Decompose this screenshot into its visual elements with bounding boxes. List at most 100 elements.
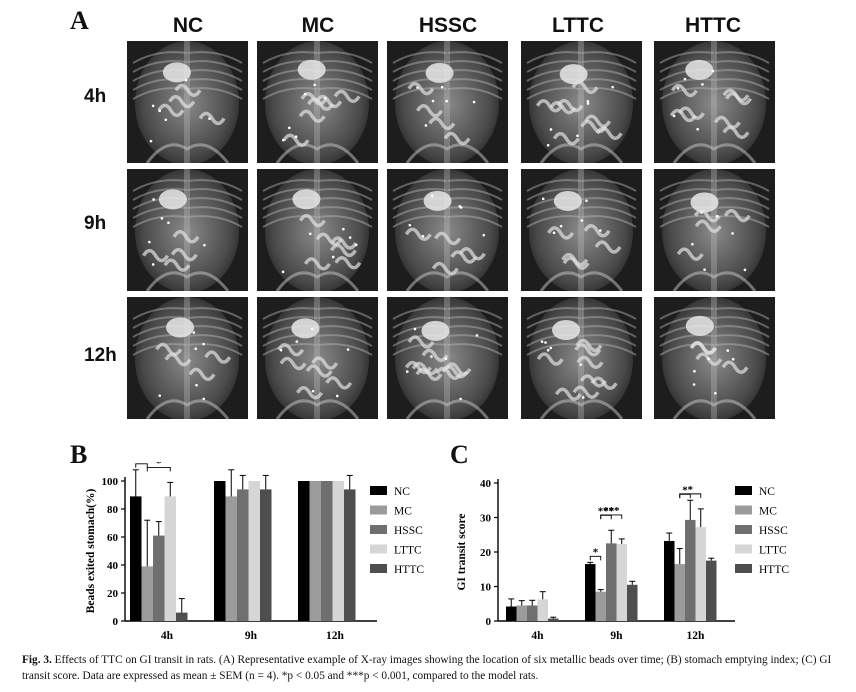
chart-c-legend-swatch-mc [735,505,752,515]
column-label-nc: NC [172,14,204,37]
xray-image-nc-12h [127,297,248,419]
chart-c-y-axis-label: GI transit score [456,513,468,590]
chart-b-significance-label: * [156,462,162,469]
chart-c-bar-nc-12h [664,540,675,621]
chart-b-y-tick-label: 40 [107,560,119,572]
chart-c-bar-nc-4h [506,606,517,621]
column-label-hssc: HSSC [418,14,478,37]
chart-b-legend-label-httc: HTTC [394,564,424,576]
chart-c-significance-label: * [593,546,599,558]
chart-b-bar-hssc-12h [321,481,333,621]
chart-c-bar-nc-9h [585,564,596,621]
chart-b-y-tick-label: 0 [113,616,119,628]
chart-b-category-label-12h: 12h [326,630,345,642]
chart-b-legend-swatch-nc [370,486,387,495]
chart-c-legend-label-lttc: LTTC [759,545,787,557]
xray-image-hssc-4h [387,41,508,163]
chart-b-legend-label-mc: MC [394,506,412,518]
chart-c-significance-label: * [688,484,694,496]
chart-c-significance-bracket [589,555,602,561]
chart-b-significance-bracket [135,463,148,468]
chart-b-bar-mc-9h [225,496,237,621]
xray-image-mc-9h [257,169,378,291]
chart-b-category-label-9h: 9h [245,630,258,642]
chart-c-bar-httc-4h [548,618,559,621]
chart-c-bar-mc-12h [674,564,685,621]
chart-b-bar-httc-4h [176,612,188,621]
chart-c-significance-label: * [682,484,688,496]
chart-c-bar-hssc-4h [527,605,538,621]
chart-b-legend-swatch-hssc [370,525,387,534]
chart-c-y-tick-label: 20 [480,547,492,559]
chart-b-legend-label-hssc: HSSC [394,525,423,537]
chart-b-legend-swatch-mc [370,505,387,515]
chart-c-bar-httc-9h [627,584,638,621]
chart-b-significance-label: * [139,462,145,466]
chart-c-y-tick-label: 30 [480,513,492,525]
chart-b-bar-httc-9h [260,489,272,621]
chart-c-significance-label: *** [603,505,620,517]
row-label-12h: 12h [84,345,117,366]
chart-c-bar-lttc-4h [537,599,548,621]
chart-c-legend-swatch-hssc [735,525,752,534]
chart-c-bar-hssc-9h [606,543,617,621]
chart-b-legend-label-nc: NC [394,486,410,498]
chart-c-category-label-12h: 12h [687,630,706,642]
chart-c-bar-mc-4h [516,605,527,621]
chart-b-stomach-emptying: 0 20 40 60 80 100 Beads exited stomach(%) 4h 9h 1… [85,462,424,642]
chart-b-y-axis-label: Beads exited stomach(%) [85,489,97,614]
caption-label: Fig. 3. [22,654,52,666]
chart-b-category-label-4h: 4h [161,630,174,642]
chart-b-bar-httc-12h [344,489,356,621]
panel-c-letter: C [450,440,469,469]
chart-c-category-label-9h: 9h [610,630,623,642]
chart-c-category-label-4h: 4h [531,630,544,642]
chart-c-y-tick-label: 0 [486,616,492,628]
xray-image-hssc-9h [387,169,508,291]
chart-b-bar-mc-4h [141,566,153,621]
chart-b-bar-hssc-9h [237,489,249,621]
chart-c-bar-hssc-12h [685,519,696,621]
xray-image-hssc-12h [387,297,508,419]
xray-image-httc-9h [654,169,775,291]
chart-b-bar-lttc-12h [332,481,344,621]
chart-b-y-tick-label: 60 [107,532,119,544]
chart-b-y-tick-label: 100 [102,476,119,488]
chart-b-bar-nc-9h [214,481,226,621]
xray-image-nc-9h [127,169,248,291]
figure-caption: Fig. 3. Effects of TTC on GI transit in … [22,652,842,684]
xray-image-lttc-4h [521,41,642,163]
column-label-mc: MC [301,14,335,37]
chart-b-y-tick-label: 80 [107,504,119,516]
chart-c-legend-label-mc: MC [759,506,777,518]
chart-c-y-tick-label: 10 [480,582,492,594]
chart-c-legend-label-httc: HTTC [759,564,789,576]
chart-c-legend-swatch-httc [735,564,752,573]
chart-b-bar-lttc-4h [164,496,176,621]
chart-b-y-tick-label: 20 [107,588,119,600]
caption-text: Effects of TTC on GI transit in rats. (A… [22,654,832,682]
chart-c-legend-swatch-lttc [735,544,752,554]
chart-c-bar-httc-12h [706,560,717,621]
chart-b-legend-swatch-httc [370,564,387,573]
chart-b-bar-hssc-4h [153,535,165,621]
chart-c-significance-bracket [679,493,702,498]
column-label-lttc: LTTC [551,14,605,37]
xray-image-mc-4h [257,41,378,163]
chart-b-bar-mc-12h [309,481,321,621]
chart-b-bar-lttc-9h [248,481,260,621]
chart-c-legend-label-hssc: HSSC [759,525,788,537]
chart-c-bar-mc-9h [595,591,606,621]
panel-a-letter: A [70,6,89,35]
column-label-httc: HTTC [685,14,741,37]
chart-b-bar-nc-12h [298,481,310,621]
chart-b-legend-swatch-lttc [370,544,387,554]
xray-image-nc-4h [127,41,248,163]
xray-image-httc-12h [654,297,775,419]
xray-image-lttc-9h [521,169,642,291]
chart-b-legend-label-lttc: LTTC [394,545,422,557]
chart-c-bar-lttc-12h [695,527,706,621]
chart-c-significance-bracket [600,514,623,519]
row-label-4h: 4h [84,86,107,107]
